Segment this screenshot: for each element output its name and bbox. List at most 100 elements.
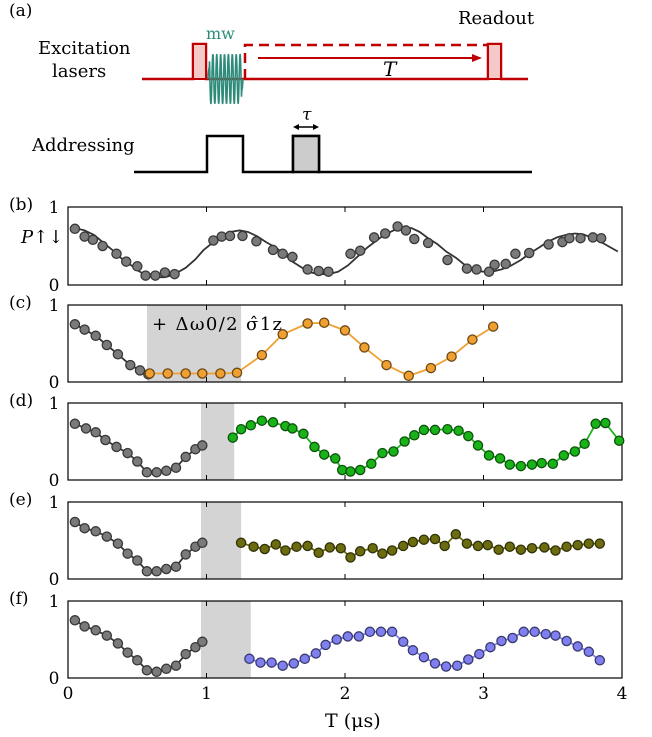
data-point	[97, 240, 108, 252]
pulse-sequence-schematic: (a) Excitation lasers Addressing mw Read…	[9, 1, 535, 174]
data-point	[353, 631, 365, 642]
data-point	[144, 368, 155, 379]
data-point	[90, 330, 101, 342]
data-point	[429, 424, 441, 436]
addressing-shade	[200, 502, 242, 579]
data-point	[162, 368, 173, 379]
data-point	[613, 435, 625, 446]
y-tick-label: 1	[49, 592, 60, 612]
data-point	[381, 359, 392, 371]
data-point	[474, 648, 485, 660]
data-point	[101, 630, 113, 641]
fit-curve	[240, 533, 600, 559]
plot-frame	[67, 501, 623, 580]
data-point	[364, 626, 376, 638]
data-point	[472, 440, 484, 451]
data-panels: (b)01P↑↓(c)01+ Δω0/2 σ̂1z(d)01(e)01(f)01	[9, 195, 625, 689]
data-point	[442, 254, 453, 266]
panel-d: (d) 0 1	[9, 391, 625, 491]
data-point	[583, 646, 595, 658]
data-point	[345, 248, 356, 260]
data-point	[112, 349, 124, 360]
hamiltonian-annotation: + Δω0/2 σ̂1z	[152, 314, 282, 335]
data-point	[583, 538, 595, 549]
data-point	[561, 635, 572, 647]
tau-label: τ	[302, 105, 312, 125]
addressing-shade	[200, 403, 235, 480]
y-axis-label: P↑↓	[20, 227, 63, 248]
x-axis: 0 1 2 3 4	[63, 684, 628, 704]
data-point	[536, 457, 547, 469]
data-point	[237, 230, 248, 242]
data-point	[489, 259, 500, 270]
data-point	[161, 563, 172, 575]
y-tick-label: 0	[49, 373, 60, 393]
data-point	[523, 247, 535, 259]
data-point	[310, 648, 322, 659]
data-point	[245, 420, 257, 431]
data-point	[251, 236, 262, 247]
data-point	[409, 430, 420, 441]
panel-e: (e) 0 1	[9, 490, 623, 590]
free-evolution-box	[243, 43, 488, 79]
data-point	[255, 657, 266, 668]
data-point	[463, 654, 474, 665]
data-point	[280, 545, 291, 556]
data-point	[367, 542, 378, 554]
data-point	[141, 467, 153, 478]
data-point	[504, 541, 516, 552]
data-point	[299, 653, 311, 665]
data-point	[180, 368, 191, 379]
y-tick-label: 0	[49, 471, 60, 491]
data-point	[224, 230, 236, 242]
panel-b: (b) 0 1 P↑↓	[9, 195, 623, 296]
data-point	[259, 543, 270, 555]
data-point	[313, 547, 324, 559]
data-point	[377, 447, 388, 459]
data-point	[277, 248, 288, 260]
data-point	[507, 632, 518, 644]
data-point	[461, 263, 473, 274]
data-point	[170, 462, 182, 473]
data-point	[270, 539, 282, 550]
data-point	[324, 542, 336, 553]
data-point	[169, 268, 180, 280]
data-point	[547, 458, 559, 470]
data-point	[377, 548, 388, 559]
data-point	[267, 417, 279, 428]
data-point	[400, 225, 412, 236]
data-point	[463, 430, 474, 442]
data-point	[79, 621, 90, 632]
data-point	[197, 368, 208, 379]
data-point	[407, 536, 419, 548]
data-point	[159, 267, 171, 278]
data-point	[197, 636, 208, 648]
data-point	[331, 634, 342, 645]
data-point	[392, 221, 403, 232]
data-point	[69, 516, 81, 528]
data-point	[161, 663, 172, 675]
addressing-label: Addressing	[31, 135, 135, 156]
data-point	[112, 638, 124, 649]
data-point	[494, 453, 506, 464]
data-point	[227, 432, 239, 443]
annotation-text: + Δω0/2 σ̂1z	[152, 314, 282, 335]
data-point	[323, 266, 334, 277]
data-point	[141, 665, 153, 676]
data-point	[291, 541, 302, 552]
data-point	[298, 428, 309, 440]
data-point	[510, 248, 521, 260]
data-point	[561, 541, 572, 552]
x-tick-label: 1	[201, 684, 212, 704]
data-point	[170, 660, 182, 671]
x-tick-label: 0	[63, 684, 74, 704]
excitation-label-line1: Excitation	[38, 38, 131, 59]
data-point	[359, 342, 370, 353]
data-point	[302, 318, 313, 329]
data-point	[515, 544, 527, 555]
data-point	[170, 561, 182, 572]
data-point	[453, 425, 464, 436]
data-point	[101, 339, 113, 351]
data-point	[429, 658, 441, 669]
data-point	[339, 325, 351, 336]
